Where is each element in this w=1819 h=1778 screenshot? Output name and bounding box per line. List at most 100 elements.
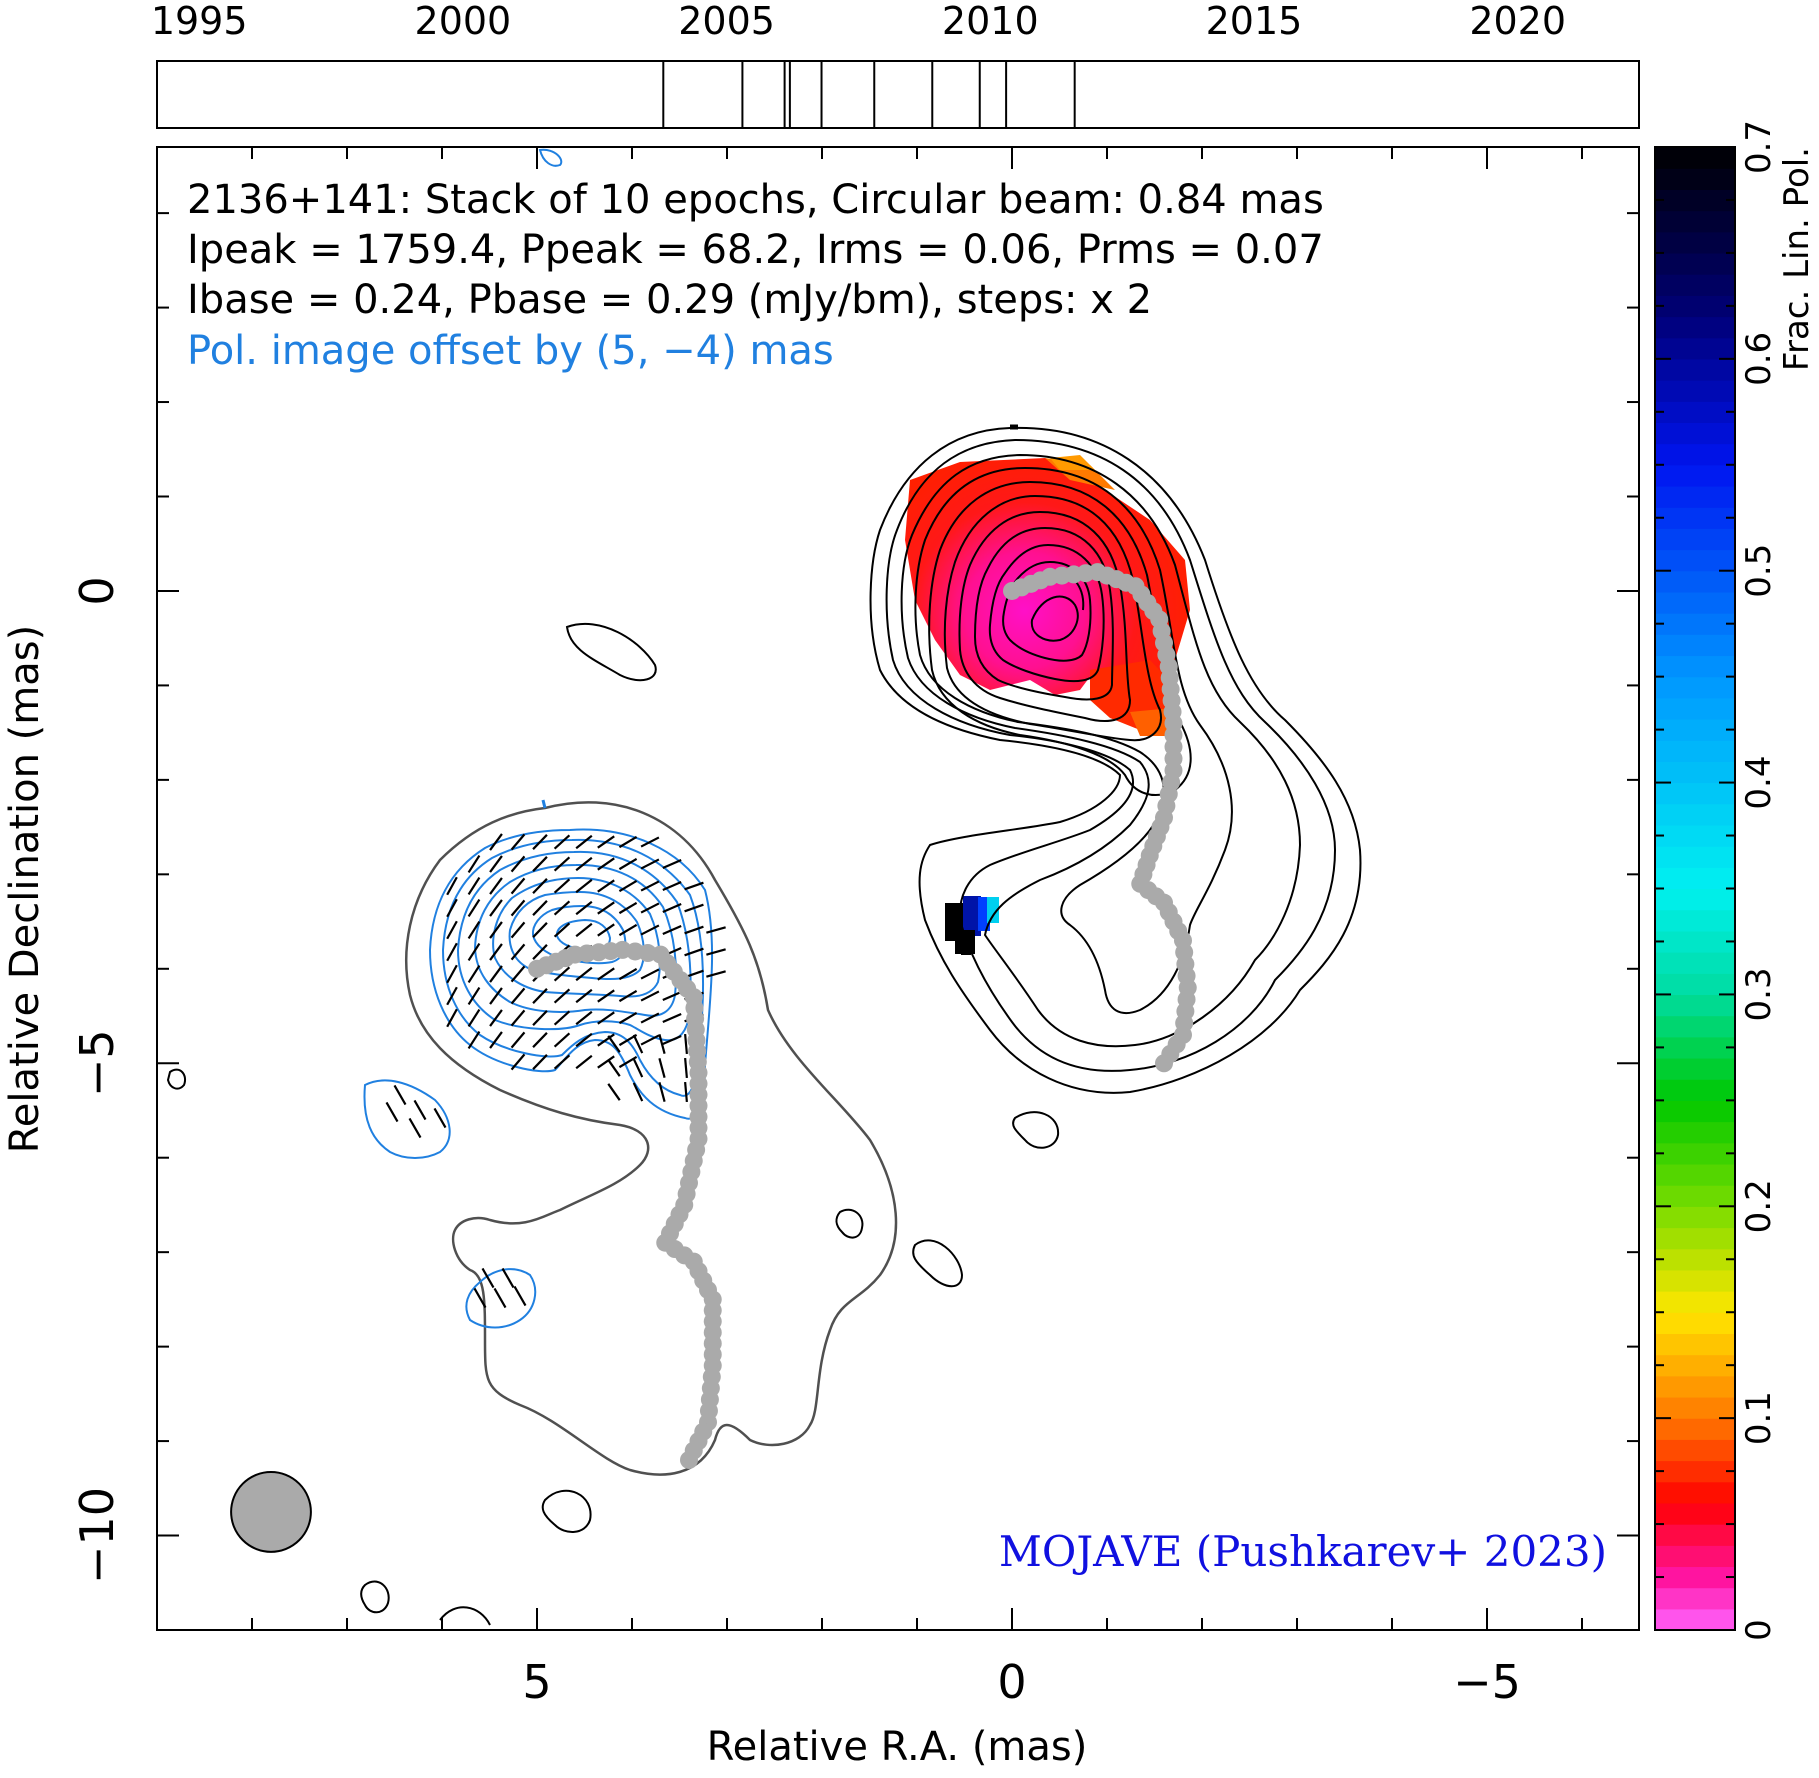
- map-tick-labels: 5 0 −5 0 −5 −10: [70, 576, 1521, 1709]
- colorbar-step: [1655, 358, 1735, 381]
- evpa-tick: [575, 834, 593, 850]
- evpa-tick: [662, 925, 682, 935]
- evpa-tick: [640, 902, 660, 914]
- ridge-point: [1155, 1054, 1173, 1073]
- evpa-tick: [489, 943, 503, 961]
- evpa-tick: [684, 903, 704, 913]
- evpa-tick: [640, 968, 660, 980]
- evpa-tick: [662, 991, 682, 1001]
- map-content: [166, 148, 1362, 1626]
- evpa-tick: [489, 833, 503, 851]
- colorbar-step: [1655, 888, 1735, 911]
- colorbar-step: [1655, 549, 1735, 572]
- y-axis-label: Relative Declination (mas): [2, 625, 48, 1153]
- colorbar-step: [1655, 803, 1735, 826]
- colorbar-step: [1655, 1163, 1735, 1186]
- colorbar-step: [1655, 1206, 1735, 1229]
- colorbar-tick-label: 0.5: [1739, 544, 1779, 598]
- colorbar-step: [1655, 613, 1735, 635]
- timeline-tick-label: 2015: [1206, 0, 1303, 43]
- evpa-tick: [473, 1287, 487, 1309]
- evpa-tick: [618, 1055, 638, 1069]
- evpa-tick: [618, 879, 638, 893]
- evpa-tick: [575, 1010, 593, 1026]
- evpa-tick: [618, 901, 638, 915]
- x-tick-label: 0: [997, 1655, 1026, 1709]
- evpa-tick: [513, 1285, 527, 1307]
- evpa-tick: [467, 898, 481, 918]
- evpa-tick: [532, 944, 548, 960]
- evpa-tick: [618, 923, 638, 937]
- evpa-tick: [640, 1034, 660, 1046]
- evpa-tick: [532, 1054, 548, 1070]
- evpa-tick: [607, 1083, 621, 1101]
- evpa-tick: [532, 856, 548, 872]
- colorbar-step: [1655, 1015, 1735, 1038]
- colorbar-tick-label: 0: [1739, 1619, 1779, 1641]
- colorbar-step: [1655, 867, 1735, 890]
- colorbar-step: [1655, 1100, 1735, 1123]
- pol-offset-note: Pol. image offset by (5, −4) mas: [187, 328, 834, 374]
- evpa-tick: [553, 1032, 571, 1048]
- colorbar-step: [1655, 464, 1735, 487]
- evpa-tick: [662, 859, 682, 869]
- evpa-tick: [684, 925, 704, 935]
- colorbar-step: [1655, 507, 1735, 529]
- colorbar-step: [1655, 1312, 1735, 1334]
- evpa-tick: [481, 1267, 495, 1289]
- colorbar-step: [1655, 1396, 1735, 1419]
- colorbar-step: [1655, 1566, 1735, 1589]
- evpa-tick: [597, 923, 615, 937]
- colorbar-step: [1655, 1121, 1735, 1144]
- colorbar-step: [1655, 740, 1735, 762]
- evpa-tick: [510, 1053, 526, 1071]
- evpa-tick: [433, 1107, 447, 1129]
- evpa-tick: [553, 900, 571, 916]
- colorbar-step: [1655, 952, 1735, 974]
- evpa-tick: [662, 1013, 682, 1023]
- credit-text: MOJAVE (Pushkarev+ 2023): [999, 1527, 1607, 1576]
- evpa-tick: [489, 1009, 503, 1027]
- evpa-tick: [510, 943, 526, 961]
- evpa-tick: [684, 881, 704, 891]
- frac-pol-image: [905, 455, 1190, 955]
- evpa-tick: [489, 855, 503, 873]
- colorbar-tick-labels: 0 0.1 0.2 0.3 0.4 0.5 0.6 0.7: [1739, 120, 1779, 1641]
- evpa-tick: [618, 989, 638, 1003]
- evpa-tick: [607, 1035, 621, 1053]
- colorbar-step: [1655, 1269, 1735, 1292]
- y-tick-label: −5: [70, 1029, 124, 1097]
- evpa-tick: [532, 1032, 548, 1048]
- timeline-tick-labels: 1995 2000 2005 2010 2015 2020: [151, 0, 1566, 43]
- evpa-tick: [510, 1031, 526, 1049]
- evpa-tick: [446, 876, 458, 896]
- evpa-tick: [467, 986, 481, 1006]
- evpa-tick: [467, 964, 481, 984]
- evpa-tick: [575, 900, 593, 916]
- x-axis-label: Relative R.A. (mas): [707, 1724, 1088, 1770]
- timeline-tick-label: 2005: [678, 0, 775, 43]
- colorbar-step: [1655, 761, 1735, 784]
- evpa-tick: [446, 920, 458, 940]
- evpa-tick: [446, 942, 458, 962]
- evpa-tick: [597, 857, 615, 871]
- evpa-tick: [575, 856, 593, 872]
- colorbar-step: [1655, 1079, 1735, 1101]
- evpa-tick: [510, 833, 526, 851]
- evpa-tick: [597, 835, 615, 849]
- evpa-tick: [446, 1008, 458, 1028]
- ridge-line: [1003, 563, 1197, 1073]
- evpa-tick: [510, 899, 526, 917]
- colorbar-step: [1655, 1439, 1735, 1462]
- header-line-1: 2136+141: Stack of 10 epochs, Circular b…: [187, 177, 1324, 223]
- colorbar-step: [1655, 782, 1735, 805]
- colorbar-step: [1655, 401, 1735, 424]
- colorbar-step: [1655, 1460, 1735, 1483]
- evpa-tick: [662, 881, 682, 891]
- colorbar-step: [1655, 1291, 1735, 1313]
- colorbar-step: [1655, 485, 1735, 508]
- ridge-point: [680, 1450, 698, 1469]
- evpa-tick: [408, 1117, 422, 1139]
- x-tick-label: −5: [1453, 1655, 1521, 1709]
- y-tick-label: 0: [70, 576, 124, 605]
